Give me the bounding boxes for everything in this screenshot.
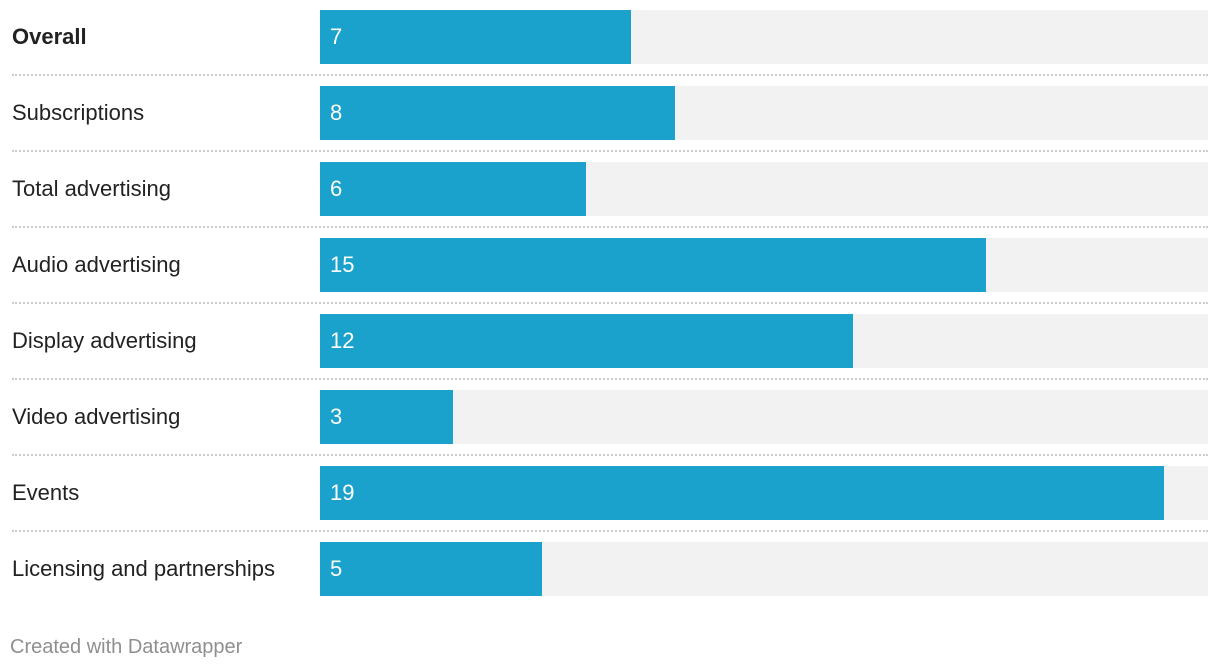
row-separator bbox=[12, 530, 1208, 532]
chart-row: Video advertising 3 bbox=[0, 390, 1220, 466]
bar-value-label: 12 bbox=[330, 328, 355, 353]
chart-row: Total advertising 6 bbox=[0, 162, 1220, 238]
row-separator bbox=[12, 378, 1208, 380]
chart-row: Overall 7 bbox=[0, 10, 1220, 86]
category-label: Licensing and partnerships bbox=[12, 556, 275, 581]
bar: 19 bbox=[320, 466, 1164, 520]
category-label: Subscriptions bbox=[12, 100, 145, 125]
bar: 6 bbox=[320, 162, 586, 216]
category-label: Total advertising bbox=[12, 176, 171, 201]
category-label: Video advertising bbox=[12, 404, 181, 429]
chart-row: Audio advertising 15 bbox=[0, 238, 1220, 314]
bar-track: 12 bbox=[320, 314, 1208, 368]
category-label: Events bbox=[12, 480, 80, 505]
row-separator bbox=[12, 74, 1208, 76]
category-label: Display advertising bbox=[12, 328, 197, 353]
bar-track: 5 bbox=[320, 542, 1208, 596]
bar-track: 7 bbox=[320, 10, 1208, 64]
bar-value-label: 5 bbox=[330, 556, 343, 581]
row-separator bbox=[12, 454, 1208, 456]
bar-value-label: 19 bbox=[330, 480, 355, 505]
bar-track: 19 bbox=[320, 466, 1208, 520]
chart-row: Licensing and partnerships 5 bbox=[0, 542, 1220, 618]
row-separator bbox=[12, 302, 1208, 304]
bar-track: 3 bbox=[320, 390, 1208, 444]
bar: 15 bbox=[320, 238, 986, 292]
row-separator bbox=[12, 226, 1208, 228]
bar: 7 bbox=[320, 10, 631, 64]
bar-value-label: 7 bbox=[330, 24, 343, 49]
chart-row: Events 19 bbox=[0, 466, 1220, 542]
category-label: Overall bbox=[12, 24, 87, 49]
bar-track: 8 bbox=[320, 86, 1208, 140]
bar: 8 bbox=[320, 86, 675, 140]
bar: 5 bbox=[320, 542, 542, 596]
footer-credit: Created with Datawrapper bbox=[10, 636, 243, 658]
chart-row: Display advertising 12 bbox=[0, 314, 1220, 390]
bar: 3 bbox=[320, 390, 453, 444]
bar-value-label: 3 bbox=[330, 404, 343, 429]
bar-track: 6 bbox=[320, 162, 1208, 216]
chart-row: Subscriptions 8 bbox=[0, 86, 1220, 162]
bar-chart: Overall 7 Subscriptions 8 Total advertising 6… bbox=[0, 10, 1220, 618]
bar-track: 15 bbox=[320, 238, 1208, 292]
bar: 12 bbox=[320, 314, 853, 368]
row-separator bbox=[12, 150, 1208, 152]
bar-value-label: 8 bbox=[330, 100, 343, 125]
category-label: Audio advertising bbox=[12, 252, 181, 277]
bar-value-label: 6 bbox=[330, 176, 343, 201]
bar-value-label: 15 bbox=[330, 252, 355, 277]
